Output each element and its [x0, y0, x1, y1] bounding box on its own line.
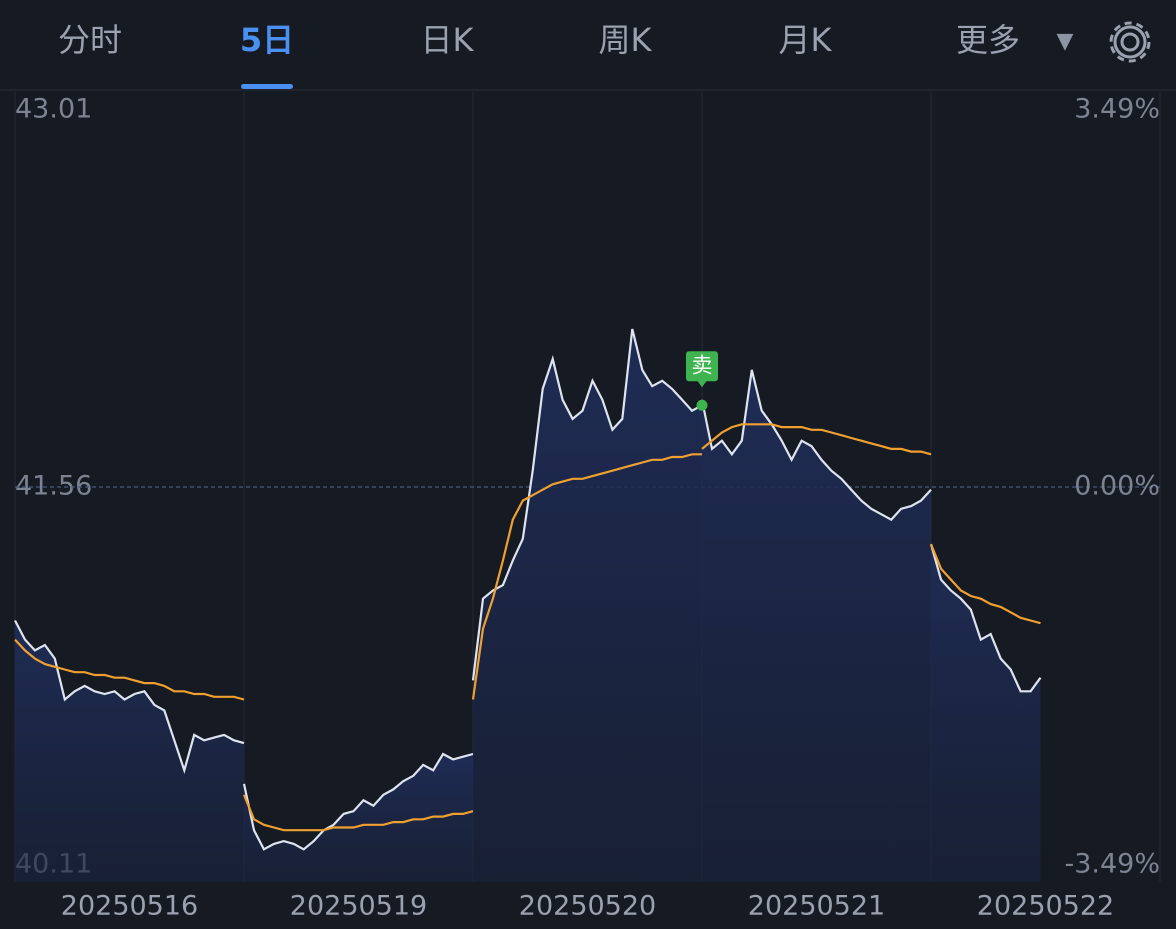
- price-line: [14, 619, 245, 775]
- sell-marker-pointer: [697, 380, 707, 388]
- dropdown-arrow[interactable]: ▼: [1057, 29, 1074, 54]
- x-tick-label: 20250519: [290, 891, 427, 922]
- tab[interactable]: 日K: [421, 21, 475, 59]
- price-line: [700, 369, 932, 522]
- avg-line: [701, 423, 932, 456]
- sell-marker-badge: [686, 351, 718, 382]
- tab[interactable]: 更多: [956, 21, 1020, 59]
- tab[interactable]: 月K: [779, 21, 833, 59]
- price-area: [244, 754, 473, 882]
- avg-line: [471, 453, 702, 700]
- x-tick-label: 20250516: [61, 891, 198, 922]
- avg-line: [242, 794, 474, 832]
- price-area: [473, 329, 702, 882]
- tab[interactable]: 周K: [599, 21, 653, 59]
- x-tick-label: 20250520: [519, 891, 656, 922]
- tab[interactable]: 分时: [58, 21, 122, 59]
- sell-marker-label: 卖: [692, 353, 713, 377]
- price-line: [471, 328, 703, 681]
- y-tick-label: 41.56: [15, 471, 92, 502]
- y2-tick-label: 3.49%: [1074, 94, 1160, 125]
- tab-underline: [241, 84, 293, 89]
- sell-marker-dot: [696, 399, 708, 411]
- settings-icon[interactable]: [1109, 21, 1151, 63]
- x-tick-label: 20250521: [748, 891, 885, 922]
- y-tick-label: 43.01: [15, 94, 92, 125]
- avg-line: [14, 638, 245, 701]
- price-area: [15, 620, 244, 882]
- price-area: [702, 369, 931, 882]
- y2-tick-label: 0.00%: [1074, 471, 1160, 502]
- price-line: [242, 752, 474, 851]
- x-tick-label: 20250522: [977, 891, 1114, 922]
- avg-line: [929, 543, 1041, 625]
- price-line: [929, 543, 1042, 693]
- price-area: [931, 544, 1041, 882]
- y2-tick-label: -3.49%: [1064, 849, 1160, 880]
- tab[interactable]: 5日: [240, 21, 294, 59]
